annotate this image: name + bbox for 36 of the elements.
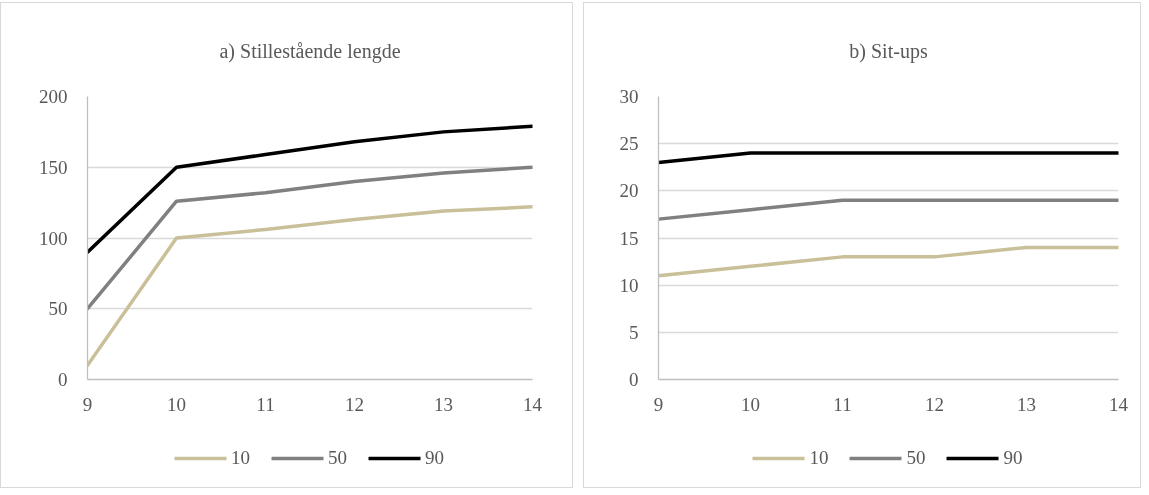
line-series	[87, 124, 533, 254]
line-series	[87, 205, 533, 368]
x-tick-label: 12	[345, 393, 364, 415]
chart-title: b) Sit-ups	[849, 40, 928, 63]
y-tick-label: 15	[619, 227, 639, 249]
legend-label: 10	[809, 447, 830, 469]
y-tick-label: 50	[48, 298, 68, 320]
y-tick-label: 10	[619, 274, 639, 296]
chart-title: a) Stillestående lengde	[219, 40, 401, 63]
y-tick-label: 100	[39, 227, 68, 249]
y-tick-label: 0	[58, 369, 68, 390]
y-tick-label: 30	[619, 86, 639, 107]
legend-label: 90	[1003, 447, 1024, 469]
legend-label: 10	[231, 447, 251, 469]
x-tick-label: 10	[741, 393, 760, 415]
x-tick-label: 9	[653, 393, 664, 415]
x-tick-label: 14	[523, 393, 543, 415]
y-tick-label: 150	[39, 156, 68, 178]
line-series	[658, 245, 1119, 278]
legend-label: 50	[906, 447, 927, 469]
x-tick-label: 12	[925, 393, 944, 415]
x-tick-label: 13	[1017, 393, 1036, 415]
y-tick-label: 25	[619, 133, 639, 155]
line-series	[87, 165, 533, 311]
x-tick-label: 11	[256, 393, 275, 415]
x-tick-label: 14	[1109, 393, 1129, 415]
legend-label: 50	[328, 447, 348, 469]
y-tick-label: 5	[629, 321, 639, 343]
y-tick-label: 20	[619, 180, 639, 202]
x-tick-label: 13	[434, 393, 453, 415]
x-tick-label: 11	[833, 393, 852, 415]
legend-label: 90	[425, 447, 445, 469]
y-tick-label: 0	[629, 369, 639, 390]
y-tick-label: 200	[39, 86, 68, 107]
x-tick-label: 9	[82, 393, 93, 415]
x-tick-label: 10	[167, 393, 186, 415]
